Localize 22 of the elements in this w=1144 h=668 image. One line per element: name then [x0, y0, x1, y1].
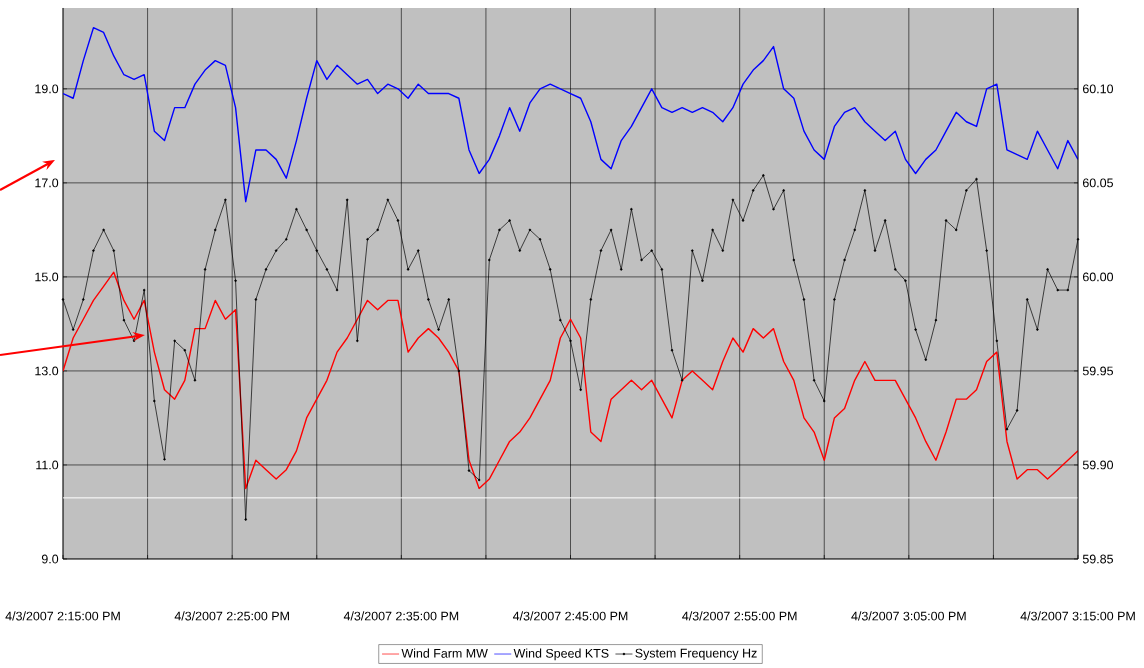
y-tick-label: 19.0 [35, 84, 59, 94]
x-tick-label: 4/3/2007 2:15:00 PM [5, 611, 120, 621]
y-tick-label: 11.0 [36, 460, 59, 470]
x-tick-label: 4/3/2007 2:45:00 PM [512, 611, 628, 621]
legend-label: System Frequency Hz [635, 648, 757, 661]
y2-tick-label: 60.10 [1082, 84, 1114, 94]
x-tick-label: 4/3/2007 2:55:00 PM [682, 611, 797, 621]
x-tick-label: 4/3/2007 2:35:00 PM [343, 611, 459, 621]
y-tick-label: 9.0 [41, 554, 59, 564]
legend-label: Wind Farm MW [401, 648, 488, 658]
x-tick-label: 4/3/2007 2:25:00 PM [174, 611, 289, 621]
y2-tick-label: 59.90 [1082, 460, 1114, 470]
y-tick-label: 13.0 [35, 366, 59, 376]
y-tick-label: 15.0 [35, 272, 59, 282]
y2-tick-label: 59.95 [1082, 366, 1113, 376]
y2-tick-label: 60.00 [1082, 272, 1114, 282]
x-tick-label: 4/3/2007 3:15:00 PM [1020, 611, 1135, 621]
y2-tick-label: 59.85 [1082, 554, 1113, 564]
x-tick-label: 4/3/2007 3:05:00 PM [851, 611, 966, 621]
legend-label: Wind Speed KTS [513, 648, 609, 661]
y-tick-label: 17.0 [35, 178, 59, 188]
y2-tick-label: 60.05 [1082, 178, 1113, 188]
